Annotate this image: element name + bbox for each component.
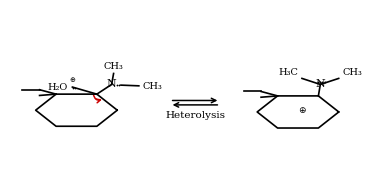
Text: N: N bbox=[316, 79, 325, 89]
FancyArrowPatch shape bbox=[93, 94, 100, 103]
Text: CH₃: CH₃ bbox=[342, 68, 362, 77]
Text: N: N bbox=[107, 79, 117, 89]
Text: CH₃: CH₃ bbox=[143, 82, 163, 91]
Text: ⊕: ⊕ bbox=[70, 77, 76, 83]
Text: H₂O: H₂O bbox=[48, 83, 68, 91]
Text: Heterolysis: Heterolysis bbox=[165, 111, 225, 120]
Text: H₃C: H₃C bbox=[278, 68, 298, 77]
Text: ⊕: ⊕ bbox=[298, 106, 306, 115]
Text: CH₃: CH₃ bbox=[104, 62, 124, 71]
